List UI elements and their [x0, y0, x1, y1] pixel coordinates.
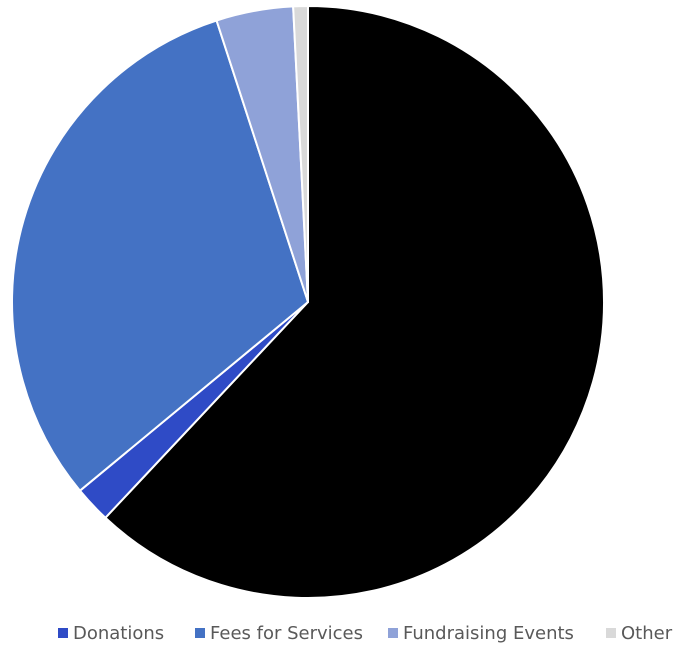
legend-label-fees-for-services: Fees for Services	[210, 623, 363, 644]
legend-label-other: Other	[621, 623, 673, 644]
legend-swatch-other	[606, 628, 616, 638]
legend-label-fundraising-events: Fundraising Events	[403, 623, 574, 644]
legend: GrantsDonationsFees for ServicesFundrais…	[58, 623, 673, 644]
legend-swatch-fundraising-events	[388, 628, 398, 638]
pie-slice-fees-for-services	[11, 19, 309, 492]
legend-swatch-donations	[58, 628, 68, 638]
pie-slices	[11, 4, 605, 599]
legend-swatch-fees-for-services	[195, 628, 205, 638]
pie-slice-grants	[104, 5, 605, 599]
pie-slice-other	[292, 4, 309, 303]
legend-label-donations: Donations	[73, 623, 164, 644]
